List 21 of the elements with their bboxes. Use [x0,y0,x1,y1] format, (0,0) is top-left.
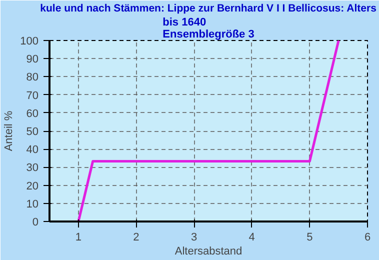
x-tick-label: 6 [364,232,371,244]
y-tick-label: 0 [32,216,39,228]
x-tick-label: 2 [133,232,140,244]
y-tick-label: 100 [20,36,39,48]
y-tick-label: 60 [26,108,39,120]
x-tick-label: 1 [75,232,82,244]
x-tick-label: 4 [248,232,255,244]
chart-subtitle: bis 1640 Ensemblegröße 3 [162,16,254,40]
x-axis-title: Altersabstand [174,246,242,258]
y-tick-label: 10 [26,198,39,210]
y-tick-label: 90 [26,54,39,66]
y-tick-label: 30 [26,162,39,174]
x-tick-label: 3 [190,232,198,244]
y-tick-label: 70 [26,90,39,102]
y-tick-label: 80 [26,72,39,84]
y-tick-label: 20 [26,180,39,192]
chart-title: kule und nach Stämmen: Lippe zur Bernhard V I I Bellicosus: Alters [40,2,377,14]
x-tick-label: 5 [306,232,313,244]
y-axis-title: Anteil % [3,110,16,152]
y-tick-label: 40 [26,144,39,156]
y-tick-label: 50 [26,126,39,138]
